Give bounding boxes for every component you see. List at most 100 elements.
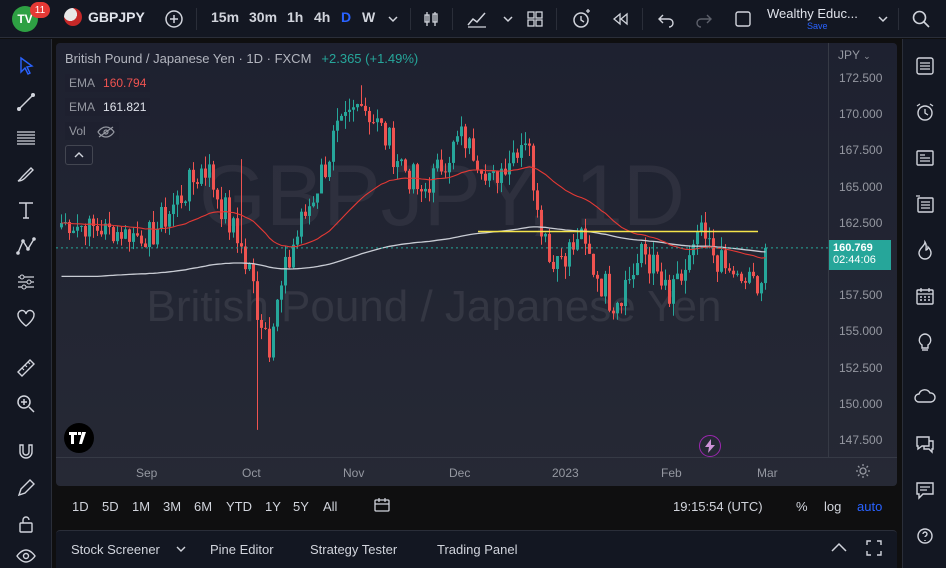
tab-stock-screener[interactable]: Stock Screener xyxy=(71,542,160,557)
candle-body xyxy=(320,164,323,194)
separator xyxy=(410,8,411,30)
interval-4h[interactable]: 4h xyxy=(314,9,331,25)
legend-title[interactable]: British Pound / Japanese Yen · 1D · FXCM xyxy=(65,51,312,66)
replay-icon[interactable] xyxy=(609,8,631,30)
range-1d[interactable]: 1D xyxy=(72,499,89,514)
log-scale-toggle[interactable]: log xyxy=(824,499,842,514)
redo-icon[interactable] xyxy=(693,8,715,30)
add-symbol-icon[interactable] xyxy=(163,8,185,30)
range-all[interactable]: All xyxy=(323,499,338,514)
heart-icon[interactable] xyxy=(13,305,39,331)
chevron-up-icon[interactable] xyxy=(830,541,848,556)
ema-slow-legend[interactable]: EMA 161.821 xyxy=(65,98,151,116)
chart-pane[interactable]: GBPJPY, 1D British Pound / Japanese Yen … xyxy=(56,43,897,486)
alarm-clock-icon[interactable] xyxy=(912,99,938,125)
zoom-in-icon[interactable] xyxy=(13,391,39,417)
chevron-down-icon[interactable] xyxy=(497,8,519,30)
calendar-icon[interactable] xyxy=(912,283,938,309)
range-5d[interactable]: 5D xyxy=(102,499,119,514)
cursor-icon[interactable] xyxy=(13,53,39,79)
interval-15m[interactable]: 15m xyxy=(211,9,240,25)
price-plot[interactable]: GBPJPY, 1D British Pound / Japanese Yen xyxy=(56,43,828,457)
candle-body xyxy=(760,283,763,294)
candle-body xyxy=(76,226,79,231)
interval-d[interactable]: D xyxy=(341,9,352,25)
interval-w[interactable]: W xyxy=(362,9,376,25)
price-tick: 157.500 xyxy=(839,288,883,303)
ema-fast-legend[interactable]: EMA 160.794 xyxy=(65,74,151,92)
tradingview-logo[interactable] xyxy=(64,423,94,453)
layout-save-link[interactable]: Save xyxy=(807,21,828,31)
range-ytd[interactable]: YTD xyxy=(226,499,252,514)
candle-body xyxy=(188,169,191,202)
hotlist-icon[interactable] xyxy=(912,237,938,263)
indicators-icon[interactable] xyxy=(466,8,488,30)
lock-icon[interactable] xyxy=(13,511,39,537)
candle-body xyxy=(192,169,195,183)
price-axis[interactable]: 172.500170.000167.500165.000162.500160.0… xyxy=(828,43,897,457)
interval-30m[interactable]: 30m xyxy=(249,9,278,25)
candle-body xyxy=(208,164,211,178)
prediction-icon[interactable] xyxy=(13,269,39,295)
undo-icon[interactable] xyxy=(655,8,677,30)
chevron-down-icon[interactable] xyxy=(176,542,186,557)
layout-name[interactable]: Wealthy Educ... xyxy=(767,6,858,21)
ruler-icon[interactable] xyxy=(13,355,39,381)
currency-label[interactable]: JPY ⌄ xyxy=(838,48,871,62)
alert-clock-icon[interactable] xyxy=(570,8,592,30)
range-1y[interactable]: 1Y xyxy=(265,499,281,514)
candles-icon[interactable] xyxy=(420,8,442,30)
messages-icon[interactable] xyxy=(912,477,938,503)
interval-1h[interactable]: 1h xyxy=(287,9,304,25)
data-window-icon[interactable] xyxy=(912,191,938,217)
fib-retracement-icon[interactable] xyxy=(13,125,39,151)
separator xyxy=(898,8,899,30)
tab-strategy-tester[interactable]: Strategy Tester xyxy=(310,542,398,557)
text-tool-icon[interactable] xyxy=(13,197,39,223)
auto-scale-toggle[interactable]: auto xyxy=(857,499,883,514)
range-3m[interactable]: 3M xyxy=(163,499,182,514)
eye-off-icon[interactable] xyxy=(97,126,115,138)
range-1m[interactable]: 1M xyxy=(132,499,151,514)
pattern-icon[interactable] xyxy=(13,233,39,259)
chevron-down-icon[interactable] xyxy=(872,8,894,30)
volume-legend[interactable]: Vol xyxy=(65,122,120,140)
tab-pine-editor[interactable]: Pine Editor xyxy=(210,542,274,557)
symbol-search[interactable]: GBPJPY xyxy=(64,8,145,26)
eye-icon[interactable] xyxy=(13,543,39,568)
watchlist-icon[interactable] xyxy=(912,53,938,79)
percent-scale-toggle[interactable]: % xyxy=(796,499,808,514)
candle-body xyxy=(764,247,767,284)
candle-body xyxy=(232,218,235,233)
fullscreen-icon[interactable] xyxy=(732,8,754,30)
clock-utc[interactable]: 19:15:54 (UTC) xyxy=(673,499,763,514)
news-icon[interactable] xyxy=(912,145,938,171)
time-axis[interactable]: Sep Oct Nov Dec 2023 Feb Mar xyxy=(56,457,897,486)
lightning-icon[interactable] xyxy=(699,435,721,457)
chevron-down-icon[interactable] xyxy=(382,8,404,30)
maximize-panel-icon[interactable] xyxy=(866,540,882,559)
notification-badge: 11 xyxy=(30,2,50,18)
candle-body xyxy=(388,127,391,146)
chats-icon[interactable] xyxy=(912,431,938,457)
tab-trading-panel[interactable]: Trading Panel xyxy=(437,542,518,557)
candle-body xyxy=(124,229,127,239)
trend-line-icon[interactable] xyxy=(13,89,39,115)
ideas-lightbulb-icon[interactable] xyxy=(912,329,938,355)
range-6m[interactable]: 6M xyxy=(194,499,213,514)
gear-icon[interactable] xyxy=(856,464,870,481)
range-5y[interactable]: 5Y xyxy=(293,499,309,514)
layout-grid-icon[interactable] xyxy=(524,8,546,30)
help-icon[interactable] xyxy=(912,523,938,549)
pencil-lock-icon[interactable] xyxy=(13,475,39,501)
candle-body xyxy=(344,112,347,116)
candle-body xyxy=(348,109,351,113)
streams-icon[interactable] xyxy=(912,385,938,411)
collapse-legend-button[interactable] xyxy=(65,145,93,165)
date-range-calendar-icon[interactable] xyxy=(373,497,391,516)
brush-icon[interactable] xyxy=(13,161,39,187)
candle-body xyxy=(128,229,131,242)
magnet-icon[interactable] xyxy=(13,439,39,465)
search-icon[interactable] xyxy=(910,8,932,30)
candle-body xyxy=(652,254,655,274)
